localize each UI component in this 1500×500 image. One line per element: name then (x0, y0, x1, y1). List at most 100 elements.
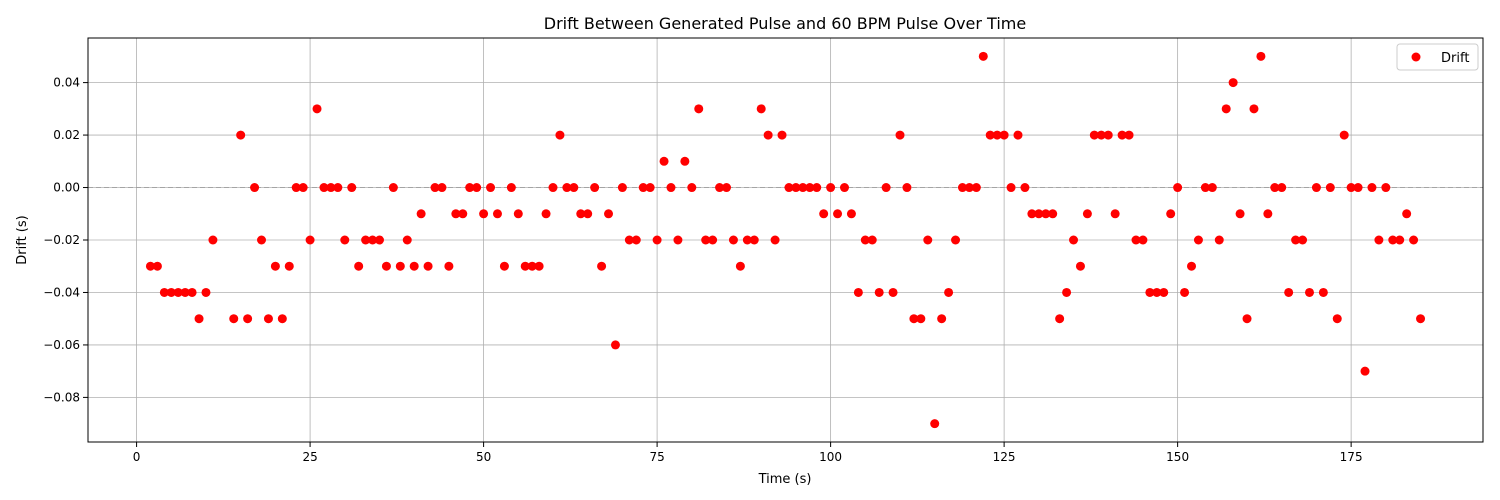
data-point (187, 287, 197, 297)
data-point (354, 261, 364, 271)
data-point (305, 235, 315, 245)
data-point (583, 209, 593, 219)
data-point (1381, 183, 1391, 193)
data-point (1270, 183, 1280, 193)
data-point (506, 183, 516, 193)
data-point (1055, 314, 1065, 324)
data-point (978, 51, 988, 61)
y-tick-label: 0.04 (53, 76, 80, 90)
data-point (1235, 209, 1245, 219)
y-tick-label: −0.08 (43, 390, 80, 404)
data-point (805, 183, 815, 193)
data-point (1311, 183, 1321, 193)
data-point (257, 235, 267, 245)
data-point (1103, 130, 1113, 140)
data-point (465, 183, 475, 193)
data-point (1214, 235, 1224, 245)
data-point (770, 235, 780, 245)
data-point (777, 130, 787, 140)
data-point (645, 183, 655, 193)
data-point (1062, 287, 1072, 297)
data-point (499, 261, 509, 271)
data-point (1159, 287, 1169, 297)
data-point (361, 235, 371, 245)
x-tick-label: 50 (476, 450, 491, 464)
data-point (604, 209, 614, 219)
data-point (833, 209, 843, 219)
data-point (895, 130, 905, 140)
x-axis-label: Time (s) (758, 472, 812, 487)
data-point (715, 183, 725, 193)
data-point (472, 183, 482, 193)
data-point (1318, 287, 1328, 297)
data-point (1131, 235, 1141, 245)
legend-marker (1411, 52, 1421, 62)
data-point (1173, 183, 1183, 193)
data-point (1027, 209, 1037, 219)
data-point (319, 183, 329, 193)
x-tick-label: 175 (1340, 450, 1363, 464)
data-point (284, 261, 294, 271)
data-point (756, 104, 766, 114)
x-tick-label: 75 (649, 450, 664, 464)
y-tick-label: −0.06 (43, 338, 80, 352)
data-point (1034, 209, 1044, 219)
data-point (1416, 314, 1426, 324)
data-point (1145, 287, 1155, 297)
data-point (1395, 235, 1405, 245)
data-point (291, 183, 301, 193)
data-point (1388, 235, 1398, 245)
x-tick-label: 25 (302, 450, 317, 464)
data-point (1256, 51, 1266, 61)
data-point (617, 183, 627, 193)
data-point (874, 287, 884, 297)
data-point (749, 235, 759, 245)
data-point (735, 261, 745, 271)
data-point (263, 314, 273, 324)
data-point (666, 183, 676, 193)
x-tick-label: 0 (133, 450, 141, 464)
data-point (694, 104, 704, 114)
data-point (742, 235, 752, 245)
data-point (673, 235, 683, 245)
x-tick-label: 150 (1166, 450, 1189, 464)
data-point (409, 261, 419, 271)
data-point (194, 314, 204, 324)
data-point (548, 183, 558, 193)
data-point (451, 209, 461, 219)
data-point (562, 183, 572, 193)
data-point (1242, 314, 1252, 324)
data-point (728, 235, 738, 245)
data-point (708, 235, 718, 245)
data-point (916, 314, 926, 324)
data-point (1041, 209, 1051, 219)
data-point (569, 183, 579, 193)
data-point (1124, 130, 1134, 140)
data-point (520, 261, 530, 271)
data-point (486, 183, 496, 193)
legend-box (1396, 43, 1479, 71)
data-point (541, 209, 551, 219)
data-point (333, 183, 343, 193)
x-tick-label: 125 (993, 450, 1016, 464)
data-point (597, 261, 607, 271)
data-point (798, 183, 808, 193)
data-point (1325, 183, 1335, 193)
data-point (1284, 287, 1294, 297)
data-point (513, 209, 523, 219)
legend-label: Drift (1441, 51, 1469, 66)
data-point (1048, 209, 1058, 219)
data-point (957, 183, 967, 193)
y-axis-label: Drift (s) (15, 215, 30, 264)
data-point (930, 419, 940, 429)
data-point (368, 235, 378, 245)
data-point (964, 183, 974, 193)
data-point (458, 209, 468, 219)
data-point (1166, 209, 1176, 219)
y-tick-label: 0.00 (53, 181, 80, 195)
data-point (1013, 130, 1023, 140)
data-point (971, 183, 981, 193)
data-point (173, 287, 183, 297)
data-point (347, 183, 357, 193)
